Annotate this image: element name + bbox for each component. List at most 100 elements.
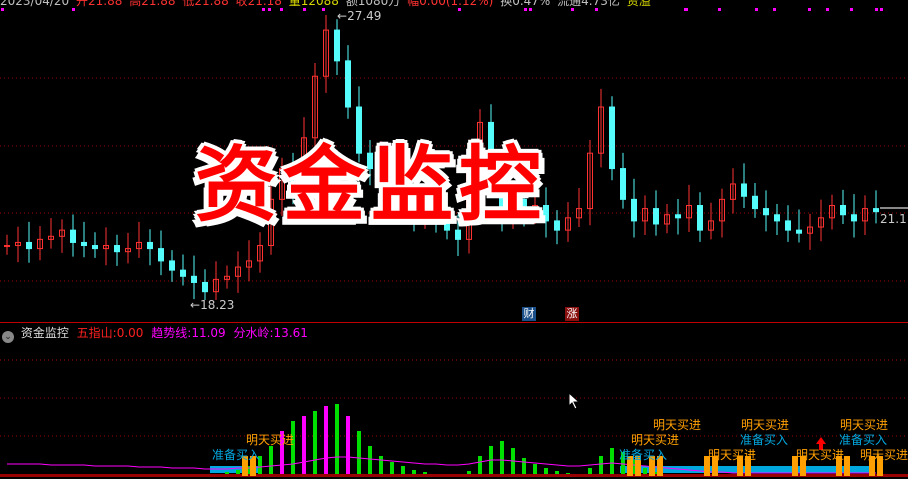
amount: 额1080万 [345, 0, 401, 8]
signal-dot [850, 8, 853, 11]
candle-body [785, 220, 791, 231]
signal-dot [826, 8, 829, 11]
prepare-buy-label: 准备买入 [619, 448, 668, 462]
candle-body [37, 238, 43, 250]
high-value: 27.49 [347, 9, 382, 23]
candle-body [235, 266, 241, 277]
candle-body [125, 248, 131, 253]
buy-bar [792, 456, 798, 476]
wuzhishan-value: 0.00 [116, 326, 144, 340]
candle-body [697, 205, 703, 231]
buy-bar [657, 456, 663, 476]
histogram-bar [489, 446, 493, 476]
candle-body [554, 220, 560, 231]
candle-body [312, 75, 318, 139]
histogram-bar [258, 456, 262, 476]
date: 2023/04/20 [0, 0, 70, 8]
candle-body [224, 275, 230, 280]
buy-bar [635, 456, 641, 476]
buy-tomorrow-label: 明天买进 [708, 448, 757, 462]
histogram-bar [390, 462, 394, 476]
trend-label: 趋势线: [151, 326, 192, 340]
signal-dot [458, 8, 461, 11]
candle-body [290, 168, 296, 191]
histogram-bar [632, 460, 636, 476]
signal-dot [755, 8, 758, 11]
candle-body [741, 183, 747, 197]
buy-bar [627, 456, 633, 476]
signal-dot [529, 8, 532, 11]
buy-bar [242, 456, 248, 476]
candle-body [246, 260, 252, 268]
mouse-cursor-icon [568, 392, 581, 410]
candle-body [422, 205, 428, 216]
candle-body [268, 198, 274, 247]
buy-bar [800, 456, 806, 476]
candle-body [873, 208, 879, 213]
histogram-bar [280, 431, 284, 476]
histogram-bar [511, 448, 515, 476]
indicator-header: ⌄ 资金监控 五指山:0.00 趋势线:11.09 分水岭:13.61 [2, 324, 308, 343]
candle-body [323, 29, 329, 77]
candle-body [763, 208, 769, 216]
buy-bar [737, 456, 743, 476]
candle-body [356, 106, 362, 154]
candle-body [664, 214, 670, 225]
overlay-title: 资金监控 [195, 138, 548, 233]
candle-body [433, 205, 439, 222]
candle-body [675, 214, 681, 219]
candle-body [455, 229, 461, 240]
candle-body [59, 229, 65, 237]
limit-up-marker[interactable]: 涨 [565, 307, 579, 321]
quote-info-bar: 2023/04/20 开21.88 高21.88 低21.88 收21.18 量… [0, 0, 654, 9]
candle-body [48, 235, 54, 240]
prepare-buy-label: 准备买入 [740, 433, 789, 447]
signal-dot [718, 8, 721, 11]
histogram-bar [269, 446, 273, 476]
candle-body [609, 106, 615, 170]
collapse-chevron-icon[interactable]: ⌄ [2, 331, 14, 343]
signal-dot [685, 8, 688, 11]
candle-body [334, 29, 340, 62]
wuzhishan-label: 五指山: [76, 326, 117, 340]
signal-dot [262, 8, 265, 11]
buy-tomorrow-label: 明天买进 [840, 418, 889, 432]
candle-body [158, 248, 164, 262]
candle-body [477, 121, 483, 170]
open-price: 开21.88 [76, 0, 123, 8]
prepare-buy-label: 准备买入 [212, 448, 261, 462]
candle-body [510, 198, 516, 216]
candle-body [642, 208, 648, 222]
histogram-bar [533, 464, 537, 476]
buy-bar [869, 456, 875, 476]
float-shares: 流通4.73亿 [557, 0, 620, 8]
candle-body [532, 205, 538, 216]
buy-bar [649, 456, 655, 476]
last-price-label: 21.1 [880, 212, 907, 226]
finance-marker[interactable]: 财 [522, 307, 536, 321]
histogram-bar [643, 468, 647, 476]
signal-dot [72, 8, 75, 11]
signal-dot [595, 8, 598, 11]
candle-body [752, 195, 758, 210]
prepare-buy-label: 准备买入 [839, 433, 888, 447]
candle-body [92, 245, 98, 250]
candle-body [389, 158, 395, 191]
candle-body [81, 241, 87, 247]
candle-body [587, 152, 593, 210]
low-value: 18.23 [200, 298, 235, 312]
histogram-bar [291, 421, 295, 476]
candle-body [114, 245, 120, 253]
histogram-bar [500, 441, 504, 476]
signal-strip [210, 466, 262, 473]
histogram-bar [555, 471, 559, 476]
histogram-bar [467, 471, 471, 476]
indicator-name[interactable]: 资金监控 [20, 326, 69, 340]
turnover: 换0.47% [500, 0, 551, 8]
candle-body [686, 205, 692, 219]
histogram-bar [544, 468, 548, 476]
signal-dot [268, 8, 271, 11]
histogram-bar [247, 466, 251, 476]
histogram-bar [599, 456, 603, 476]
